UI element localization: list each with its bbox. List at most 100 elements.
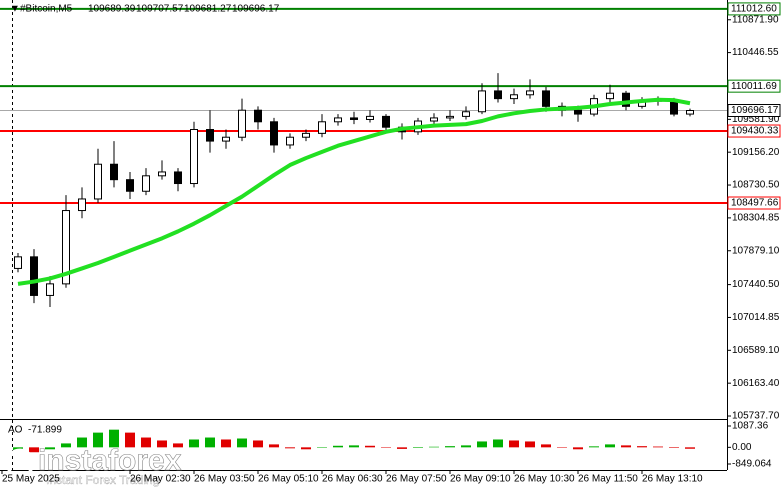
watermark: instaforex Instant Forex Trading — [5, 444, 182, 487]
price-label-box — [727, 124, 781, 138]
ao-bar — [477, 441, 487, 448]
moving-average — [17, 97, 691, 286]
ao-bar — [317, 447, 327, 448]
y-tick-label: 109581.90 — [732, 114, 780, 125]
y-tick-label: 106589.10 — [732, 345, 780, 356]
ao-bar — [189, 439, 199, 448]
ao-bar — [589, 446, 599, 448]
chart-title: #Bitcoin,M5 — [20, 4, 73, 15]
y-tick-label: 107014.85 — [732, 312, 780, 323]
price-label-box — [727, 104, 781, 118]
candle-body — [574, 109, 582, 115]
ao-bar — [125, 432, 135, 448]
x-tick-label: 26 May 03:50 — [194, 474, 255, 485]
price-label-box — [727, 2, 781, 16]
ao-bar — [461, 445, 471, 448]
ao-bar — [621, 445, 631, 448]
candle-body — [94, 163, 102, 200]
ao-bar — [653, 446, 663, 448]
candle-body — [158, 171, 166, 177]
watermark-tagline: Instant Forex Trading — [46, 473, 159, 487]
header-arrow: ▼ — [10, 4, 20, 15]
candle-body — [686, 110, 694, 115]
y2-tick-label: 1087.36 — [732, 421, 769, 432]
candle-body — [606, 92, 614, 100]
price-label-box — [727, 79, 781, 93]
y-tick-label: 106163.40 — [732, 378, 780, 389]
candle-body — [318, 121, 326, 134]
ao-bar — [301, 447, 311, 450]
candle-body — [238, 109, 246, 138]
ao-bar — [93, 432, 103, 448]
candle-body — [190, 129, 198, 185]
price-label: 109430.33 — [731, 126, 779, 137]
ao-bar — [445, 446, 455, 448]
y2-tick-label: 0.00 — [732, 442, 752, 453]
price-label: 109696.17 — [731, 105, 779, 116]
price-label: 110011.69 — [731, 81, 777, 92]
watermark-icon — [5, 448, 35, 478]
header-value: 109689.39 — [88, 4, 136, 15]
candle-body — [542, 90, 550, 107]
candle-body — [366, 115, 374, 120]
ao-bar — [429, 446, 439, 448]
candle-body — [46, 283, 54, 296]
x-tick-label: 26 May 09:10 — [450, 474, 511, 485]
x-tick-label: 26 May 11:50 — [578, 474, 638, 485]
candle-body — [78, 198, 86, 212]
ao-bar — [605, 444, 615, 448]
header-value: 109696.17 — [232, 4, 280, 15]
candle-body — [286, 136, 294, 146]
ao-bar — [573, 447, 583, 450]
candle-body — [142, 175, 150, 192]
candle-body — [462, 111, 470, 117]
candle-body — [126, 179, 134, 192]
candle-body — [110, 163, 118, 181]
ao-bar — [557, 447, 567, 448]
ao-bar — [269, 444, 279, 448]
ao-bar — [493, 439, 503, 448]
ao-bar — [237, 438, 247, 448]
watermark-brand: instaforex — [38, 444, 182, 477]
candle-body — [446, 115, 454, 119]
candle-body — [62, 210, 70, 285]
candle-body — [622, 92, 630, 107]
y-tick-label: 105737.70 — [732, 411, 780, 422]
ao-bar — [397, 447, 407, 449]
candle-body — [222, 136, 230, 142]
ao-bar — [77, 437, 87, 448]
y-tick-label: 109156.20 — [732, 147, 780, 158]
candle-body — [430, 117, 438, 122]
ao-bar — [413, 447, 423, 448]
ao-bar — [541, 444, 551, 448]
candle-body — [526, 90, 534, 96]
ao-bar — [285, 447, 295, 449]
ao-bar — [669, 447, 679, 448]
candle-body — [494, 90, 502, 100]
candle-body — [334, 117, 342, 123]
candle-body — [14, 256, 22, 269]
candle-body — [382, 115, 390, 128]
price-label-box — [727, 196, 781, 210]
x-tick-label: 25 May 2025 — [2, 474, 60, 485]
indicator-value: -71.899 — [28, 425, 62, 436]
y-tick-label: 110446.55 — [732, 47, 779, 58]
y-tick-label: 110871.90 — [732, 14, 779, 25]
candle-body — [206, 129, 214, 142]
ao-bar — [525, 441, 535, 448]
ao-bar — [205, 437, 215, 448]
ao-bar — [61, 443, 71, 448]
y-tick-label: 107879.10 — [732, 245, 780, 256]
candle-body — [174, 171, 182, 185]
ao-bar — [253, 440, 263, 448]
candle-body — [478, 90, 486, 113]
watermark-icon-dot — [15, 458, 25, 468]
ao-bar — [381, 447, 391, 448]
candle-body — [254, 109, 262, 123]
x-tick-label: 26 May 02:30 — [130, 474, 191, 485]
ao-bar — [685, 447, 695, 449]
x-tick-label: 26 May 07:50 — [386, 474, 447, 485]
x-tick-label: 26 May 05:10 — [258, 474, 319, 485]
